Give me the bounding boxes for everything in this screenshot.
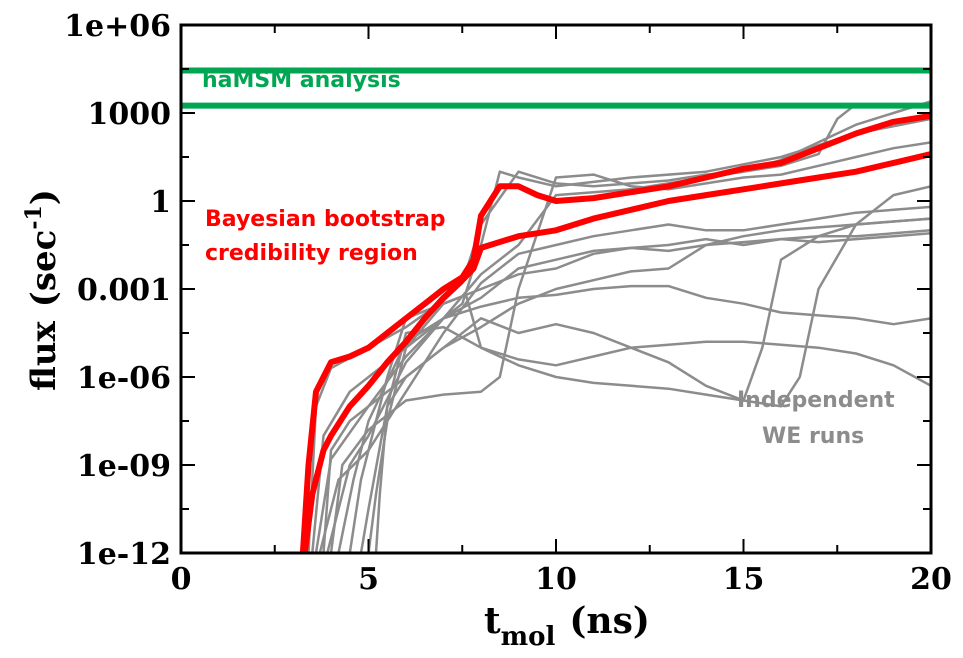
y-axis-title-unit-open: (sec	[24, 230, 64, 308]
y-axis-title-unit-close: )	[24, 189, 64, 205]
x-axis-title: tmol (ns)	[484, 600, 650, 652]
y-axis-title: flux (sec-1)	[21, 189, 64, 391]
we-run-line-6	[337, 284, 931, 553]
x-axis-title-main: t	[484, 600, 501, 642]
y-tick-label: 1e+06	[64, 9, 171, 44]
y-tick-label: 1e-12	[77, 537, 171, 572]
annotation-hamsm: haMSM analysis	[202, 68, 401, 93]
y-tick-label: 1000	[88, 97, 172, 132]
annotation-we-line2: WE runs	[762, 424, 864, 449]
x-tick-label: 20	[910, 562, 952, 597]
we-run-line-12	[359, 217, 931, 553]
annotation-we-line1: Independent	[737, 388, 895, 413]
y-tick-label: 1	[150, 185, 171, 220]
x-axis-title-sub: mol	[501, 622, 556, 652]
y-tick-label: 0.001	[77, 273, 171, 308]
we-run-line-3	[314, 100, 931, 553]
we-runs-layer	[307, 100, 931, 553]
x-tick-label: 5	[358, 562, 379, 597]
we-run-line-11	[329, 141, 931, 553]
x-tick-label: 0	[171, 562, 192, 597]
y-tick-label: 1e-09	[77, 449, 171, 484]
annotation-bayesian-line1: Bayesian bootstrap	[205, 207, 446, 232]
we-run-line-10	[348, 229, 931, 553]
annotation-bayesian-line2: credibility region	[205, 241, 418, 266]
hamsm-layer	[181, 67, 931, 109]
y-tick-label: 1e-06	[77, 361, 171, 396]
x-tick-label: 10	[535, 562, 577, 597]
bayesian-bound-line-2	[301, 151, 931, 553]
we-run-line-2	[311, 117, 931, 553]
y-axis-title-main: flux	[24, 320, 64, 390]
x-axis-title-unit: (ns)	[569, 600, 650, 642]
axes-layer	[179, 23, 933, 555]
we-run-line-8	[367, 217, 931, 553]
tick-labels-layer: 0 5 10 15 20 1e-12 1e-09 1e-06 0.001 1 1000 1e+06	[64, 9, 952, 597]
we-run-line-4	[318, 205, 931, 553]
y-axis-title-sup: -1	[21, 205, 47, 229]
x-tick-label: 15	[723, 562, 765, 597]
bayesian-region-layer	[299, 112, 931, 553]
bayesian-bound-line-1	[299, 112, 931, 553]
we-run-line-9	[322, 185, 931, 553]
